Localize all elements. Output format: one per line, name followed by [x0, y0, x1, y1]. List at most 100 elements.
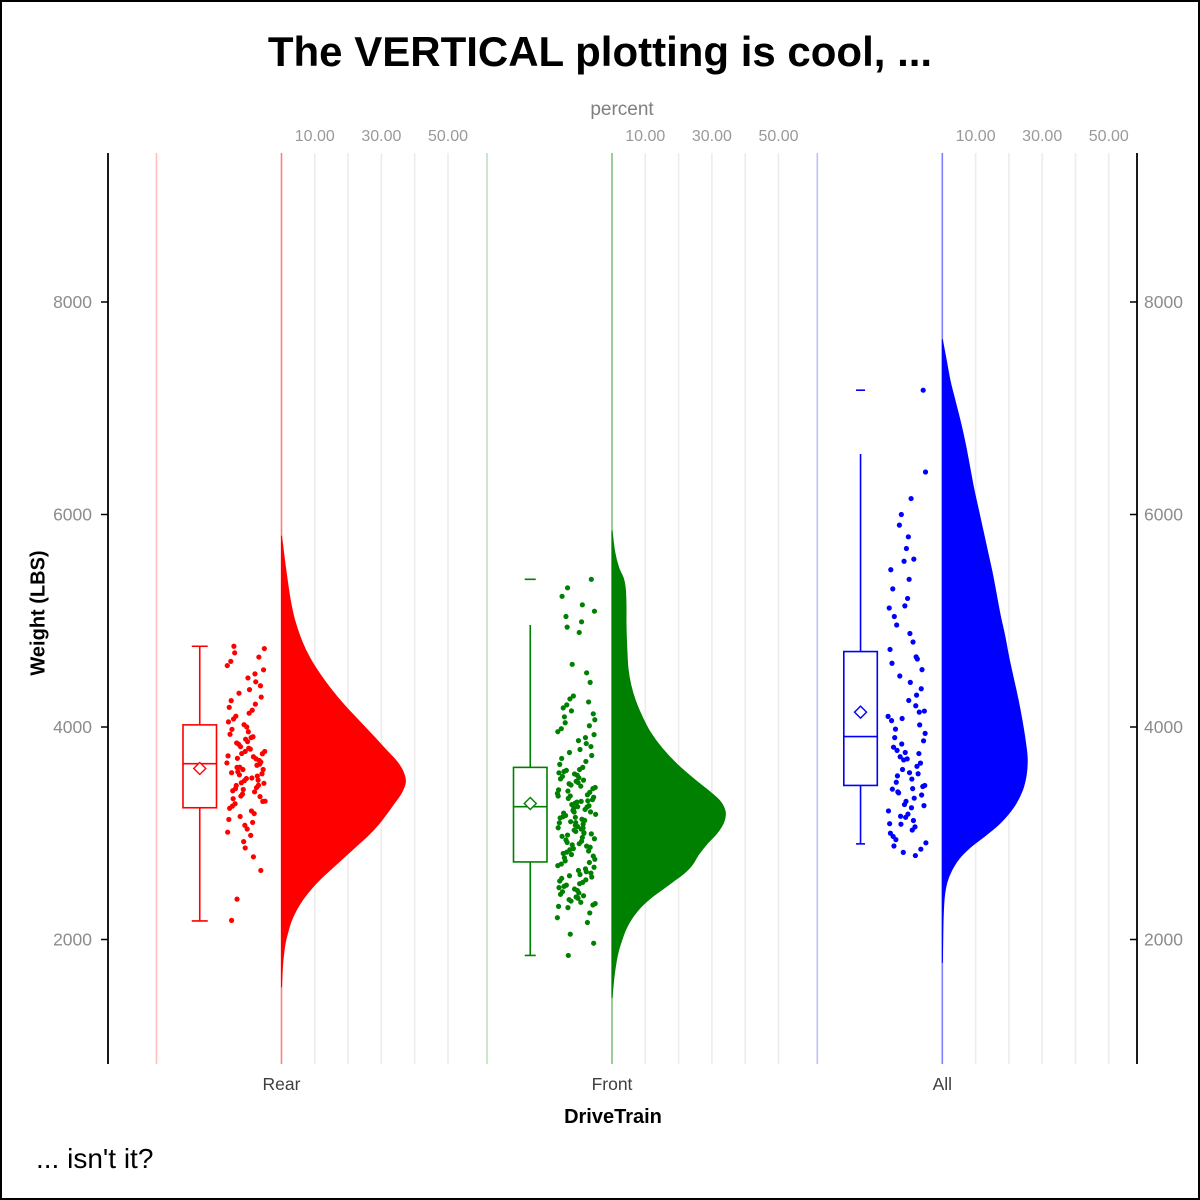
data-point-all: [922, 730, 928, 736]
data-point-all: [890, 586, 896, 592]
data-point-rear: [250, 819, 256, 826]
data-point-front: [561, 714, 568, 720]
data-point-front: [566, 897, 572, 903]
data-point-front: [590, 711, 596, 717]
data-point-rear: [234, 896, 240, 902]
data-point-all: [923, 840, 929, 846]
data-point-front: [559, 833, 565, 839]
data-point-front: [563, 613, 569, 620]
data-point-rear: [225, 753, 231, 759]
data-point-rear: [257, 793, 263, 800]
data-point-rear: [228, 658, 234, 664]
violin-all: [941, 339, 1028, 963]
data-point-all: [909, 827, 915, 833]
y-tick-label-left: 8000: [53, 292, 92, 312]
data-point-front: [587, 789, 593, 795]
data-point-rear: [240, 766, 246, 773]
data-point-all: [912, 852, 918, 859]
data-point-all: [920, 387, 926, 393]
category-label-all: All: [933, 1074, 952, 1094]
data-point-front: [588, 870, 594, 876]
data-point-rear: [249, 775, 255, 781]
data-point-front: [586, 723, 592, 729]
data-point-all: [906, 770, 913, 776]
data-point-front: [588, 743, 594, 750]
data-point-front: [564, 832, 571, 838]
data-point-rear: [236, 690, 242, 696]
data-point-front: [566, 873, 573, 879]
box-front: [512, 766, 548, 863]
data-point-front: [592, 717, 598, 723]
data-point-front: [577, 871, 583, 878]
data-point-rear: [248, 735, 254, 741]
data-point-front: [561, 810, 567, 816]
data-point-rear: [229, 726, 235, 732]
percent-tick-label: 30.00: [361, 128, 401, 145]
data-point-front: [579, 816, 585, 822]
data-point-all: [894, 622, 900, 628]
data-point-front: [568, 851, 575, 858]
data-point-rear: [250, 854, 257, 860]
data-point-all: [896, 790, 902, 796]
data-point-rear: [253, 679, 259, 685]
data-point-rear: [261, 780, 267, 786]
data-point-rear: [241, 722, 247, 728]
data-point-rear: [225, 829, 231, 835]
data-point-front: [591, 940, 597, 946]
data-point-all: [918, 846, 924, 852]
data-point-front: [563, 882, 569, 888]
data-point-all: [890, 744, 897, 750]
data-point-front: [556, 820, 562, 826]
data-point-all: [888, 718, 895, 724]
data-point-rear: [238, 793, 244, 799]
data-point-front: [586, 803, 592, 809]
y-tick-label-right: 2000: [1144, 930, 1183, 950]
data-point-all: [913, 703, 919, 709]
data-point-rear: [231, 643, 237, 649]
data-point-all: [891, 843, 897, 849]
data-point-rear: [224, 662, 230, 669]
top-axis-title-percent: percent: [590, 99, 654, 120]
data-point-rear: [258, 759, 264, 765]
data-point-all: [908, 495, 914, 502]
data-point-front: [578, 619, 585, 625]
data-point-front: [592, 784, 598, 791]
data-point-rear: [228, 770, 235, 776]
data-point-front: [579, 602, 585, 608]
data-point-all: [917, 722, 923, 728]
mean-diamond-rear: [192, 761, 207, 776]
data-point-front: [558, 726, 564, 732]
data-point-front: [555, 903, 562, 909]
data-point-front: [566, 781, 572, 787]
data-point-front: [585, 699, 592, 705]
data-point-front: [583, 877, 589, 883]
data-point-front: [558, 861, 564, 867]
data-point-front: [573, 778, 579, 784]
data-point-front: [592, 900, 598, 907]
data-point-rear: [226, 816, 232, 823]
data-point-front: [563, 837, 569, 843]
data-point-all: [902, 603, 908, 609]
data-point-front: [555, 729, 561, 735]
data-point-all: [903, 545, 910, 552]
data-point-all: [901, 801, 908, 808]
data-point-front: [583, 758, 589, 765]
data-point-front: [564, 624, 570, 630]
data-point-all: [922, 469, 929, 475]
data-point-front: [564, 585, 571, 591]
data-point-rear: [241, 839, 247, 845]
data-point-rear: [242, 748, 248, 755]
data-point-rear: [255, 777, 261, 783]
data-point-rear: [255, 782, 262, 788]
data-point-front: [565, 952, 571, 959]
y-tick-label-right: 6000: [1144, 505, 1183, 525]
data-point-front: [559, 755, 565, 762]
data-point-all: [898, 821, 904, 827]
data-point-rear: [258, 694, 264, 700]
data-point-all: [897, 754, 903, 760]
data-point-all: [920, 783, 926, 790]
data-point-all: [891, 613, 897, 620]
data-point-front: [557, 761, 563, 768]
data-point-rear: [225, 719, 232, 725]
